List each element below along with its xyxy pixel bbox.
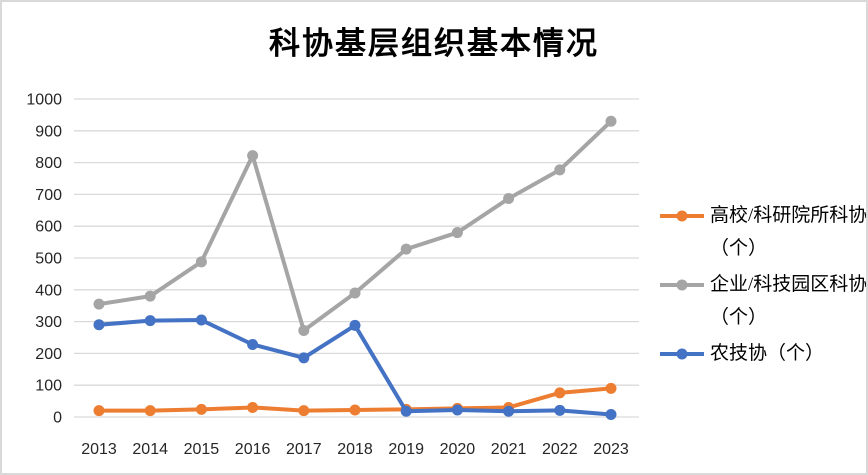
data-point-marker: [400, 243, 412, 255]
x-tick-label: 2014: [132, 441, 168, 458]
data-point-marker: [554, 404, 566, 416]
data-point-marker: [195, 256, 207, 268]
data-point-marker: [605, 115, 617, 127]
legend-line-dot-icon: [660, 279, 704, 291]
x-tick-label: 2023: [593, 441, 629, 458]
data-point-marker: [298, 325, 310, 337]
data-point-marker: [554, 164, 566, 176]
legend-label: 高校/科研院所科协（个）: [710, 205, 868, 259]
data-point-marker: [400, 405, 412, 417]
data-point-marker: [144, 405, 156, 417]
data-point-marker: [93, 319, 105, 331]
data-point-marker: [195, 314, 207, 326]
chart-title: 科协基层组织基本情况: [269, 26, 599, 61]
y-tick-label: 500: [35, 251, 62, 268]
data-point-marker: [503, 405, 515, 417]
legend-item-1: 企业/科技园区科协（个）: [658, 268, 868, 334]
y-tick-label: 900: [35, 123, 62, 140]
data-point-marker: [451, 404, 463, 416]
data-point-marker: [503, 193, 515, 205]
data-point-marker: [349, 319, 361, 331]
legend-line-dot-icon: [660, 210, 704, 222]
data-point-marker: [93, 298, 105, 310]
data-point-marker: [247, 338, 259, 350]
x-tick-label: 2022: [542, 441, 578, 458]
y-tick-label: 1000: [26, 92, 62, 109]
x-tick-label: 2015: [184, 441, 220, 458]
x-tick-label: 2018: [337, 441, 373, 458]
y-tick-label: 0: [53, 410, 62, 427]
data-point-marker: [554, 387, 566, 399]
chart-legend: 高校/科研院所科协（个） 企业/科技园区科协（个） 农技协（个）: [658, 199, 868, 373]
data-point-marker: [298, 352, 310, 364]
data-point-marker: [605, 382, 617, 394]
data-point-marker: [247, 150, 259, 162]
data-point-marker: [349, 404, 361, 416]
data-point-marker: [349, 287, 361, 299]
legend-line-dot-icon: [660, 348, 704, 360]
data-point-marker: [605, 408, 617, 420]
data-point-marker: [93, 405, 105, 417]
y-tick-label: 700: [35, 187, 62, 204]
legend-label: 企业/科技园区科协（个）: [710, 274, 868, 328]
x-tick-label: 2016: [235, 441, 271, 458]
data-point-marker: [247, 401, 259, 413]
x-tick-label: 2019: [388, 441, 424, 458]
y-tick-label: 800: [35, 155, 62, 172]
y-tick-label: 100: [35, 378, 62, 395]
y-tick-label: 400: [35, 282, 62, 299]
y-tick-label: 600: [35, 219, 62, 236]
data-point-marker: [451, 227, 463, 239]
x-tick-label: 2017: [286, 441, 322, 458]
x-tick-label: 2021: [491, 441, 527, 458]
data-point-marker: [144, 290, 156, 302]
x-tick-label: 2013: [81, 441, 117, 458]
data-point-marker: [144, 315, 156, 327]
y-tick-label: 200: [35, 346, 62, 363]
legend-item-0: 高校/科研院所科协（个）: [658, 199, 868, 265]
x-tick-label: 2020: [440, 441, 476, 458]
y-tick-label: 300: [35, 314, 62, 331]
legend-label: 农技协（个）: [710, 343, 825, 364]
data-point-marker: [298, 405, 310, 417]
data-point-marker: [195, 403, 207, 415]
legend-item-2: 农技协（个）: [658, 337, 866, 370]
